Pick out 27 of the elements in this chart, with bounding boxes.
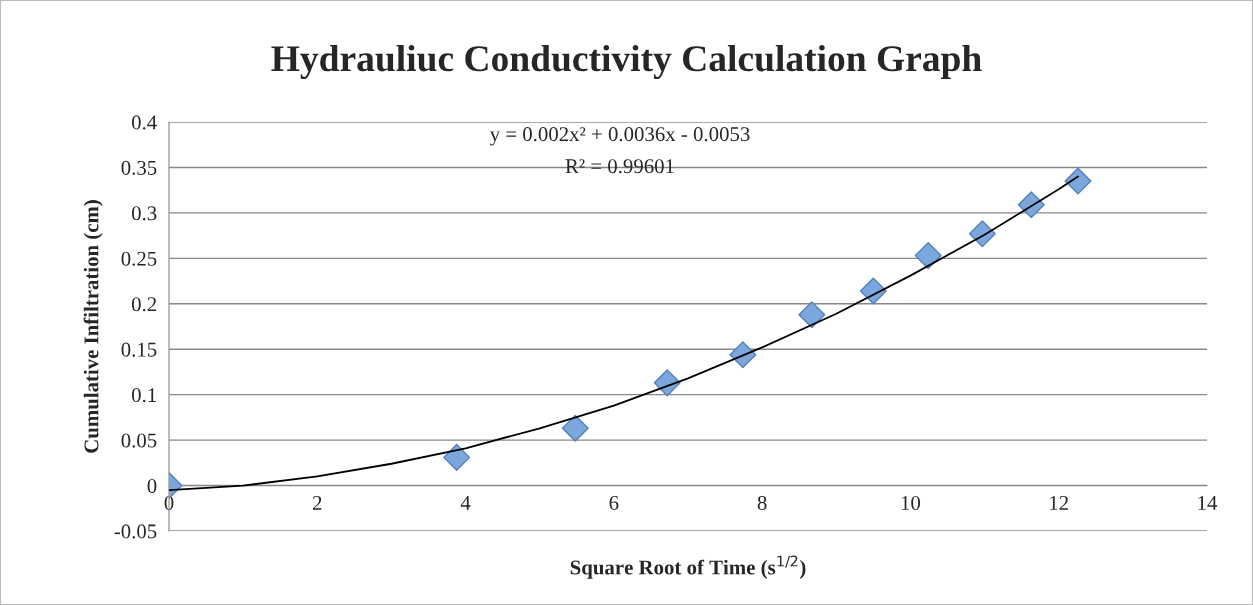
chart-title: Hydrauliuc Conductivity Calculation Graph — [271, 44, 982, 80]
x-tick-label: 2 — [312, 495, 322, 510]
y-tick-label: 0.4 — [131, 115, 157, 130]
x-tick-label: 0 — [164, 495, 174, 510]
y-tick-label: 0.15 — [121, 342, 157, 357]
point — [914, 242, 942, 270]
point — [443, 443, 471, 471]
y-tick-label: 0.2 — [131, 297, 157, 312]
x-tick-label: 6 — [609, 495, 619, 510]
y-tick-label: 0.35 — [121, 160, 157, 175]
y-tick-label: 0.05 — [121, 433, 157, 448]
x-tick-label: 4 — [460, 496, 471, 510]
y-tick-label: 0.3 — [131, 206, 157, 221]
x-tick-label: 14 — [1198, 495, 1218, 510]
point — [561, 414, 589, 442]
x-tick-label: 10 — [901, 495, 921, 510]
y-tick-label: 0.1 — [131, 388, 156, 403]
point — [798, 301, 826, 329]
y-tick-label: 0.25 — [121, 251, 157, 266]
x-axis-title: Square Root of Time (s$^{1/2}$) — [570, 555, 806, 579]
annotation: R² = 0.99601 — [565, 159, 674, 174]
x-tick-label: 12 — [1050, 495, 1068, 510]
y-axis-title: Cumulative Infiltration (cm) — [83, 200, 103, 453]
y-tick-label: -0.05 — [114, 524, 157, 539]
annotation: y = 0.002x² + 0.0036x - 0.0053 — [489, 127, 750, 146]
y-tick-label: 0 — [147, 478, 157, 493]
x-tick-label: 8 — [757, 495, 767, 510]
